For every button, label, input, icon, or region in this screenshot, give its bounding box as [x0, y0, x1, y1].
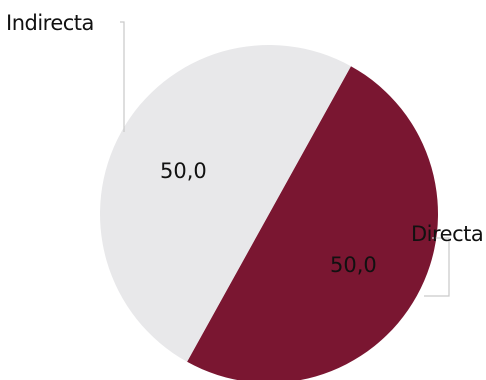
value-label-directa: 50,0	[330, 253, 377, 277]
category-label-directa: Directa	[411, 222, 483, 246]
slice-directa	[187, 66, 438, 380]
slice-indirecta	[100, 44, 351, 362]
leader-line-directa	[424, 237, 450, 297]
leader-line-indirecta	[120, 21, 125, 132]
category-label-indirecta: Indirecta	[6, 11, 94, 35]
pie-slices	[100, 44, 438, 380]
value-label-indirecta: 50,0	[160, 159, 207, 183]
